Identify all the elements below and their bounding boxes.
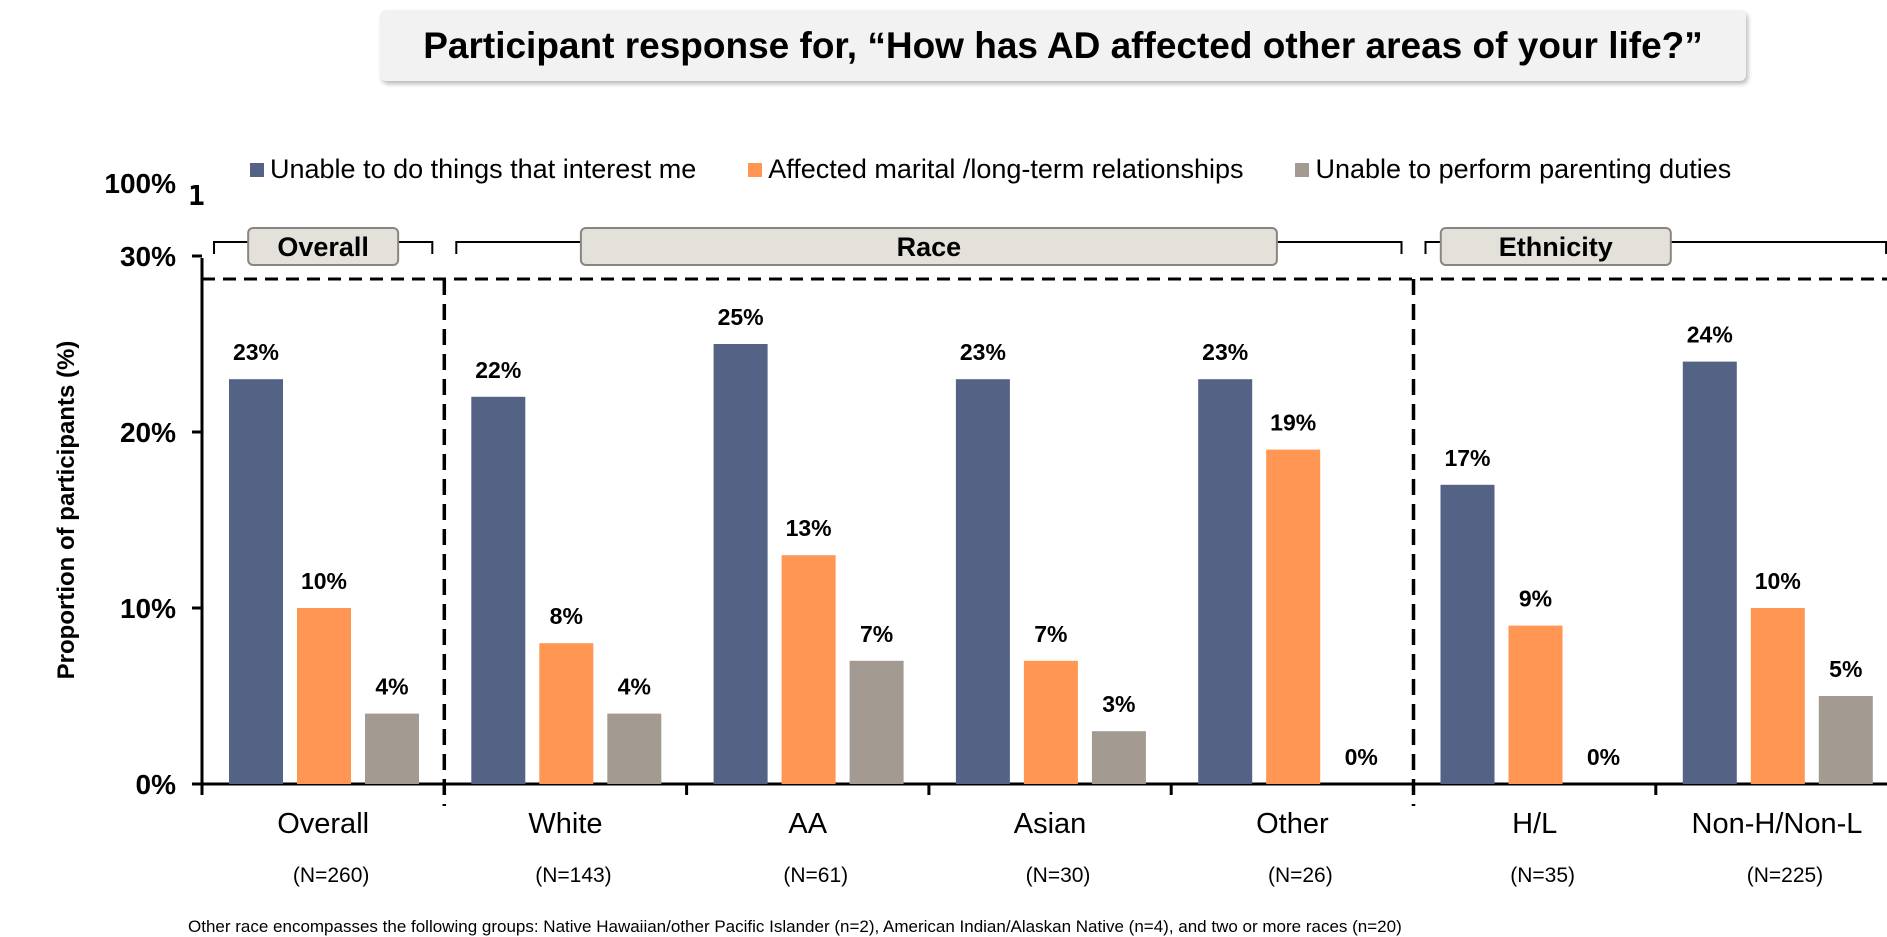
bar bbox=[1508, 625, 1563, 784]
sample-size-label: (N=30) bbox=[1026, 864, 1091, 887]
bar bbox=[471, 396, 526, 784]
chart-title: Participant response for, “How has AD af… bbox=[423, 24, 1703, 66]
x-tick-label: Other bbox=[1256, 808, 1329, 840]
group-bracket-left bbox=[455, 241, 581, 254]
legend: Unable to do things that interest me Aff… bbox=[250, 154, 1783, 185]
data-label: 23% bbox=[233, 339, 279, 365]
data-label: 0% bbox=[1587, 744, 1620, 770]
data-label: 7% bbox=[1034, 621, 1067, 647]
data-label: 0% bbox=[1345, 744, 1378, 770]
legend-swatch-series-2 bbox=[748, 162, 763, 177]
x-tick-label: Overall bbox=[277, 808, 369, 840]
y-tick-label: 30% bbox=[120, 241, 176, 272]
group-label: Ethnicity bbox=[1499, 232, 1613, 262]
bar bbox=[1750, 608, 1805, 784]
y-tick-break-mark: 1 bbox=[188, 179, 205, 212]
sample-size-label: (N=61) bbox=[783, 864, 848, 887]
bar bbox=[1023, 660, 1078, 784]
group-label-box bbox=[1439, 227, 1672, 266]
data-label: 23% bbox=[1202, 339, 1248, 365]
x-tick-label: Non-H/Non-L bbox=[1692, 808, 1863, 840]
legend-swatch-series-1 bbox=[250, 162, 264, 177]
x-tick-label: H/L bbox=[1512, 808, 1557, 840]
group-bracket-right bbox=[1276, 241, 1403, 254]
legend-item-series-2: Affected marital /long-term relationship… bbox=[748, 154, 1243, 185]
bar bbox=[539, 643, 594, 784]
data-label: 24% bbox=[1687, 322, 1733, 348]
group-bracket-right bbox=[1670, 241, 1887, 254]
legend-label-series-3: Unable to perform parenting duties bbox=[1315, 154, 1732, 184]
bar bbox=[297, 608, 351, 784]
y-tick-break-label: 100% bbox=[104, 168, 176, 199]
bar bbox=[365, 713, 419, 784]
group-label: Race bbox=[897, 232, 962, 262]
group-bracket-right bbox=[398, 241, 434, 254]
bar bbox=[1818, 696, 1873, 784]
bar bbox=[713, 344, 768, 784]
bar bbox=[1440, 484, 1495, 784]
x-tick-label: Asian bbox=[1014, 808, 1087, 840]
sample-size-label: (N=260) bbox=[293, 864, 369, 887]
y-tick-label: 0% bbox=[136, 769, 177, 800]
y-axis-label: Proportion of participants (%) bbox=[53, 341, 80, 680]
data-label: 23% bbox=[960, 339, 1006, 365]
bar bbox=[229, 379, 283, 784]
data-label: 7% bbox=[860, 621, 893, 647]
chart-title-box: Participant response for, “How has AD af… bbox=[380, 10, 1746, 81]
legend-swatch-series-3 bbox=[1295, 162, 1310, 177]
group-label: Overall bbox=[277, 232, 369, 262]
x-tick-label: AA bbox=[788, 808, 827, 840]
legend-item-series-3: Unable to perform parenting duties bbox=[1295, 154, 1731, 185]
sample-size-label: (N=26) bbox=[1268, 864, 1333, 887]
data-label: 9% bbox=[1519, 586, 1552, 612]
data-label: 3% bbox=[1102, 691, 1135, 717]
group-label-box bbox=[247, 227, 400, 266]
data-label: 4% bbox=[618, 674, 651, 700]
bar bbox=[849, 660, 904, 784]
data-label: 10% bbox=[1755, 568, 1801, 594]
y-tick-label: 10% bbox=[120, 593, 176, 624]
legend-label-series-2: Affected marital /long-term relationship… bbox=[768, 154, 1244, 184]
sample-size-label: (N=143) bbox=[535, 864, 611, 887]
data-label: 19% bbox=[1270, 410, 1316, 436]
data-label: 4% bbox=[375, 674, 408, 700]
x-tick-label: White bbox=[528, 808, 602, 840]
legend-item-series-1: Unable to do things that interest me bbox=[250, 154, 696, 185]
sample-size-label: (N=225) bbox=[1747, 864, 1823, 887]
group-bracket-left bbox=[1424, 241, 1441, 254]
data-label: 8% bbox=[550, 603, 583, 629]
footnote: Other race encompasses the following gro… bbox=[188, 917, 1402, 936]
bar bbox=[1091, 731, 1146, 784]
data-label: 13% bbox=[786, 515, 832, 541]
bar bbox=[781, 555, 836, 784]
group-label-box bbox=[579, 227, 1278, 266]
bar bbox=[1266, 449, 1321, 784]
bar bbox=[607, 713, 662, 784]
group-bracket-left bbox=[213, 241, 249, 254]
data-label: 22% bbox=[475, 357, 521, 383]
data-label: 25% bbox=[718, 304, 764, 330]
bar bbox=[1198, 379, 1253, 784]
data-label: 17% bbox=[1444, 445, 1490, 471]
y-tick-label: 20% bbox=[120, 417, 176, 448]
sample-size-label: (N=35) bbox=[1510, 864, 1575, 887]
legend-label-series-1: Unable to do things that interest me bbox=[270, 154, 697, 184]
bar bbox=[1682, 361, 1737, 784]
data-label: 5% bbox=[1829, 656, 1862, 682]
bar bbox=[955, 379, 1010, 784]
data-label: 10% bbox=[301, 568, 347, 594]
